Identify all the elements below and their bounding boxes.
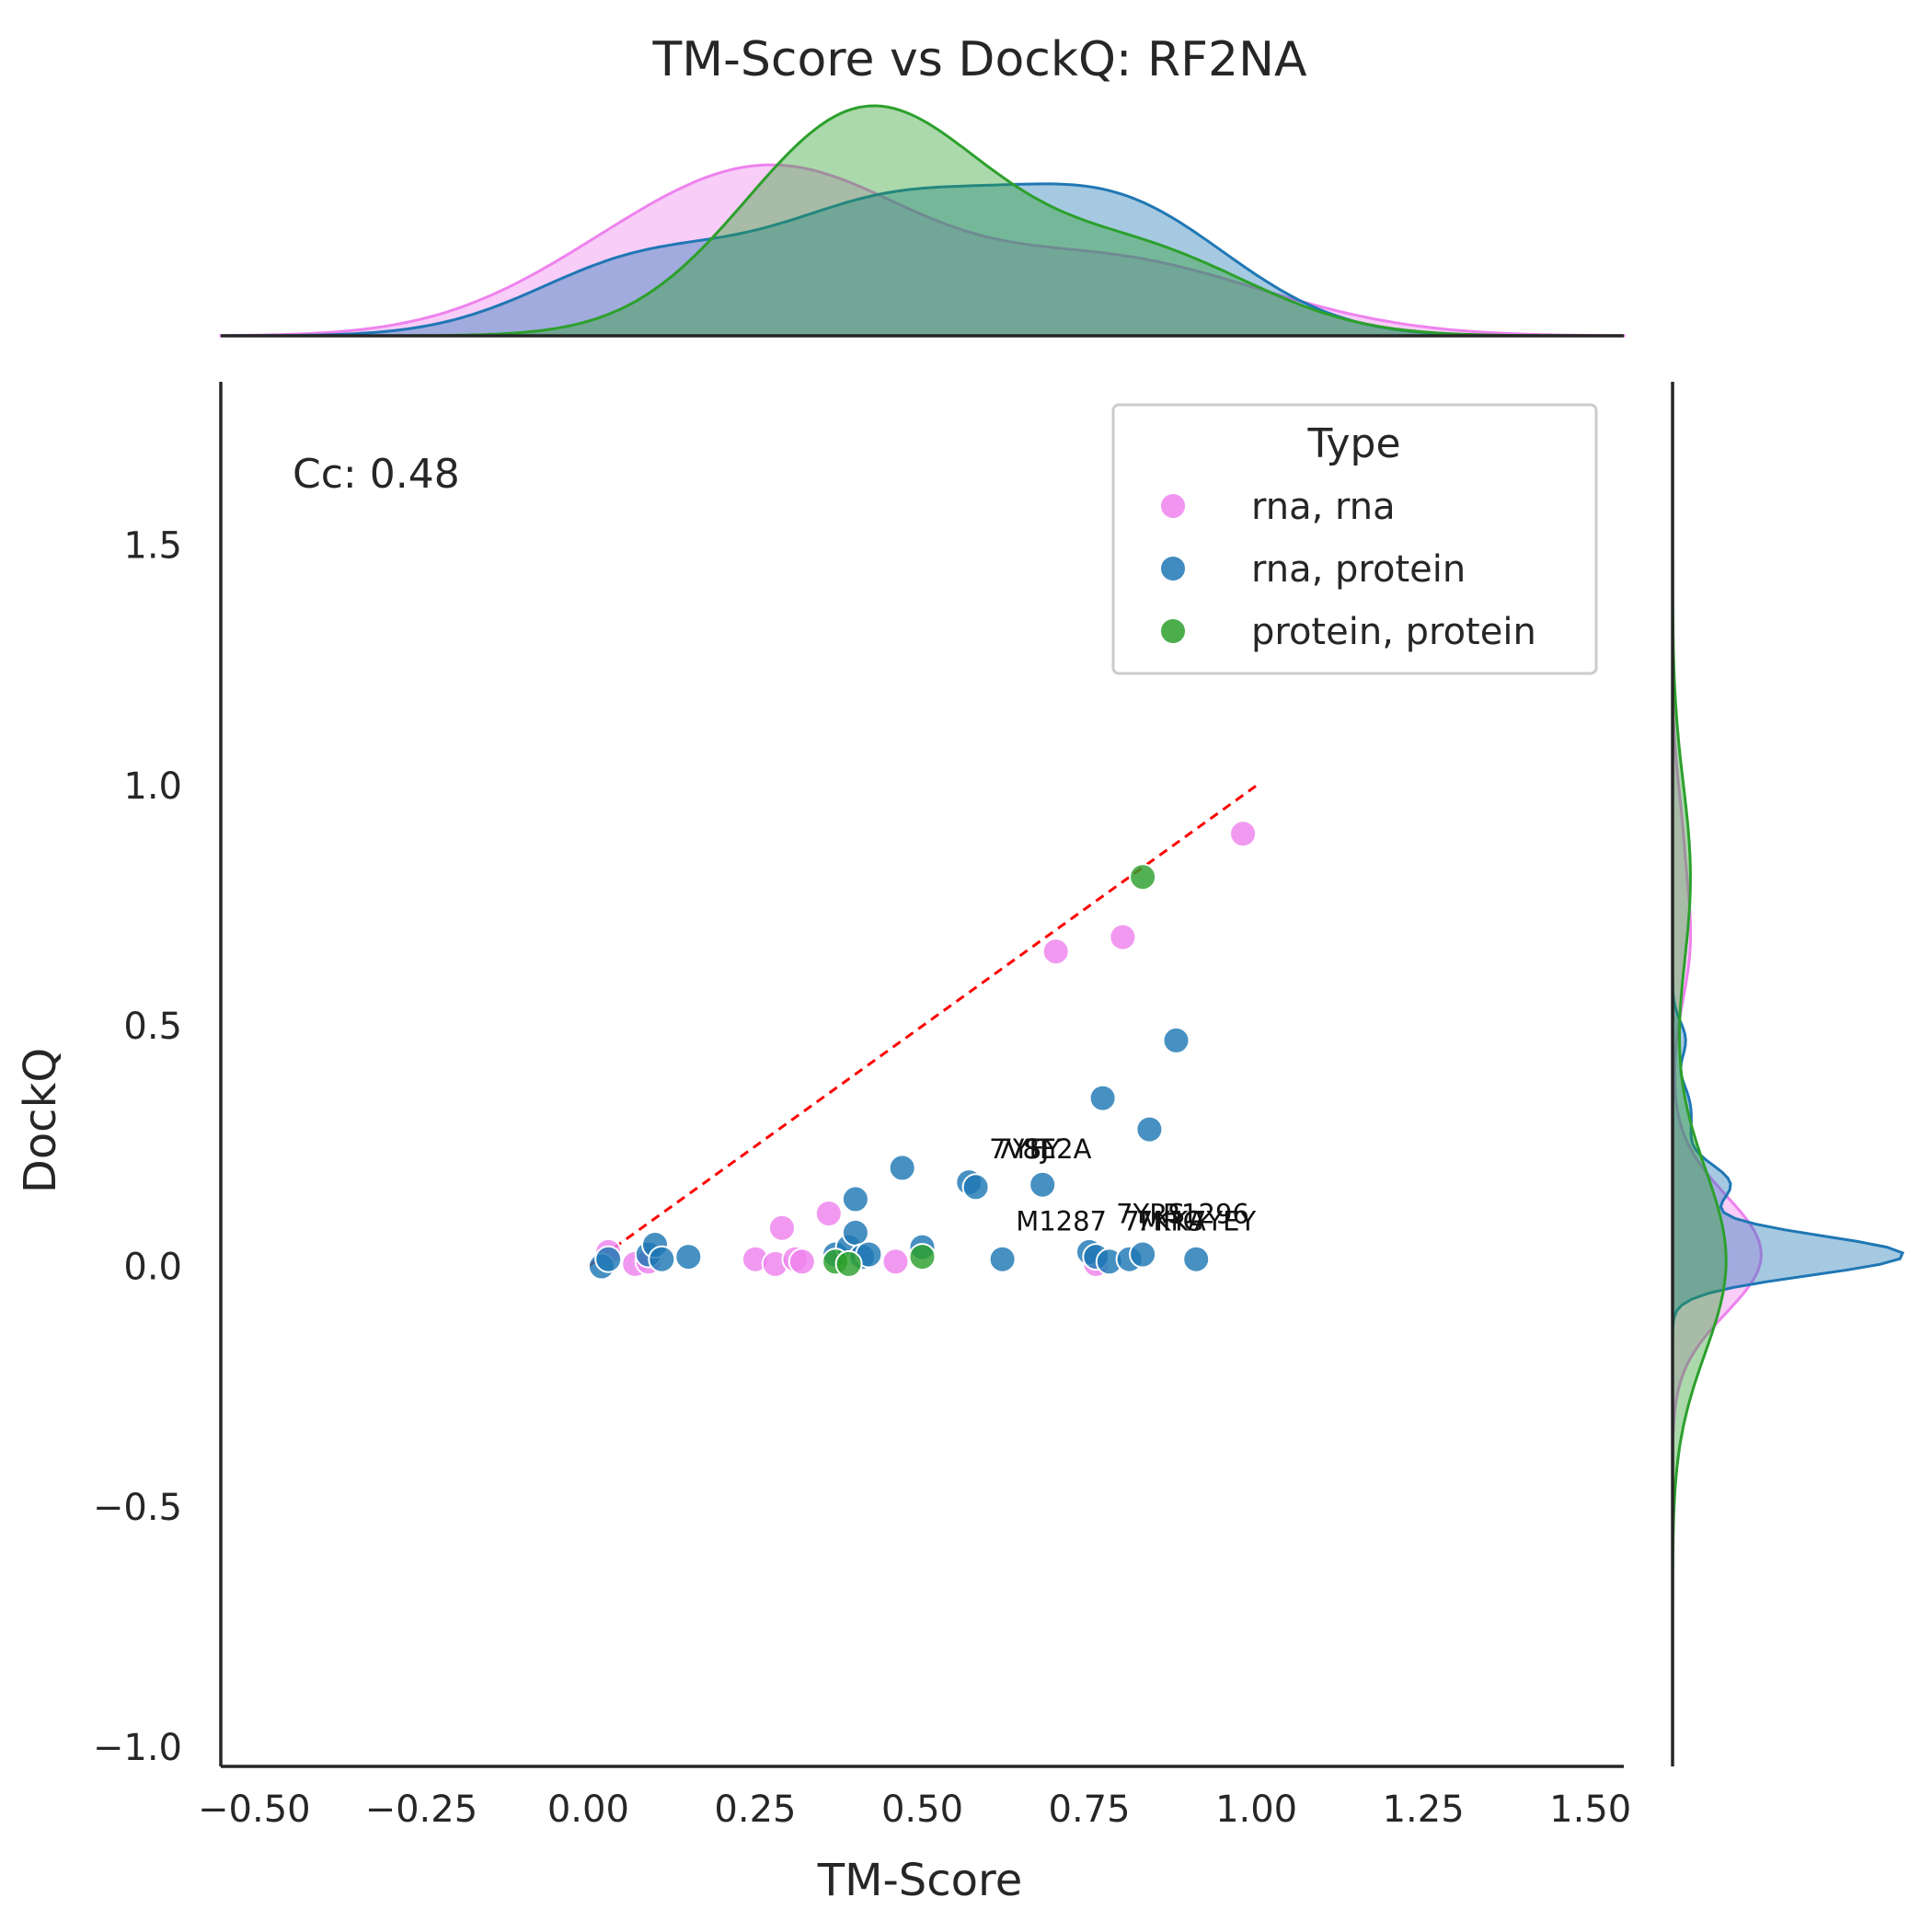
legend-marker xyxy=(1159,492,1187,520)
legend-marker xyxy=(1159,617,1187,645)
point-rna-rna xyxy=(788,1248,816,1276)
point-annotation: R1296 xyxy=(1163,1199,1249,1230)
x-axis-label: TM-Score xyxy=(817,1855,1023,1906)
legend-entry: protein, protein xyxy=(1251,611,1536,653)
top-kde-rna-rna xyxy=(219,163,1626,338)
scatter-points xyxy=(587,820,1258,1281)
legend-entry: rna, protein xyxy=(1251,548,1466,591)
y-tick-label: −0.5 xyxy=(93,1487,182,1529)
point-rna-rna xyxy=(881,1248,910,1276)
point-protein-protein xyxy=(1129,863,1157,891)
point-rna-protein xyxy=(1129,1240,1157,1269)
reference-line-group xyxy=(587,784,1258,1268)
point-rna-protein xyxy=(648,1245,676,1273)
y-tick-label: 1.0 xyxy=(123,765,182,808)
point-rna-protein xyxy=(594,1245,623,1273)
top-marginal-kde xyxy=(219,104,1626,338)
x-tick-label: 0.00 xyxy=(547,1788,629,1831)
correlation-text: Cc: 0.48 xyxy=(293,451,460,498)
x-tick-label: 1.00 xyxy=(1215,1788,1297,1831)
point-rna-protein xyxy=(1182,1245,1211,1273)
point-annotation: 7KKA xyxy=(1136,1205,1206,1236)
x-tick-label: 1.50 xyxy=(1549,1788,1631,1831)
x-tick-label: −0.25 xyxy=(365,1788,478,1831)
point-rna-rna xyxy=(1041,937,1070,966)
right-kde-protein-protein xyxy=(1671,382,1728,1766)
point-protein-protein xyxy=(834,1249,863,1278)
point-rna-protein xyxy=(841,1185,869,1213)
x-tick-label: 0.50 xyxy=(881,1788,963,1831)
y-tick-label: 0.0 xyxy=(123,1247,182,1289)
point-annotation: 7VSJ xyxy=(989,1133,1049,1165)
right-marginal-kde xyxy=(1671,382,1905,1766)
point-annotation: M1287 xyxy=(1016,1205,1107,1236)
point-rna-protein xyxy=(1029,1170,1057,1199)
y-tick-label: −1.0 xyxy=(93,1727,182,1769)
point-annotation: 7YRS xyxy=(1116,1199,1185,1230)
x-tick-label: 0.25 xyxy=(714,1788,796,1831)
reference-line xyxy=(587,784,1258,1268)
chart-title: TM-Score vs DockQ: RF2NA xyxy=(651,32,1307,87)
point-rna-rna xyxy=(1229,820,1258,848)
legend-box xyxy=(1111,403,1598,675)
main-axes xyxy=(219,334,1674,1768)
legend-title: Type xyxy=(1306,420,1400,467)
point-rna-protein xyxy=(961,1173,990,1202)
x-tick-label: 1.25 xyxy=(1383,1788,1465,1831)
point-protein-protein xyxy=(908,1243,937,1271)
x-tick-label: −0.50 xyxy=(198,1788,311,1831)
y-tick-label: 1.5 xyxy=(123,525,182,568)
legend-entry: rna, rna xyxy=(1251,486,1396,528)
legend: Type rna, rna rna, protein protein, protei… xyxy=(1111,403,1598,675)
right-kde-rna-rna xyxy=(1671,382,1763,1766)
legend-marker xyxy=(1159,555,1187,582)
point-rna-protein xyxy=(1135,1115,1164,1144)
x-tick-label: 0.75 xyxy=(1049,1788,1131,1831)
point-annotation: 8E2A xyxy=(1022,1133,1091,1165)
tick-labels: −0.50 −0.25 0.00 0.25 0.50 0.75 1.00 1.25 1.50 −1… xyxy=(93,525,1631,1831)
point-rna-rna xyxy=(1109,923,1137,951)
y-tick-label: 0.5 xyxy=(123,1006,182,1048)
point-rna-protein xyxy=(1088,1084,1117,1112)
point-rna-protein xyxy=(888,1154,916,1182)
point-rna-rna xyxy=(768,1213,796,1242)
point-rna-protein xyxy=(674,1243,703,1271)
point-annotation: 7YEY xyxy=(1190,1205,1256,1236)
top-kde-protein-protein xyxy=(221,104,1624,338)
y-axis-label: DockQ xyxy=(15,1048,66,1193)
point-rna-rna xyxy=(814,1200,843,1227)
point-annotation: 7MHG xyxy=(1122,1205,1203,1236)
right-kde-rna-protein xyxy=(1671,382,1905,1766)
point-rna-protein xyxy=(988,1245,1017,1273)
point-rna-protein xyxy=(1162,1026,1190,1054)
point-annotation: 7YFY xyxy=(995,1133,1061,1165)
